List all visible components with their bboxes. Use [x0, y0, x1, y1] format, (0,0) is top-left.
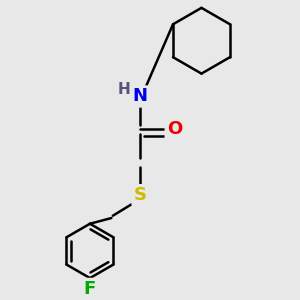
Text: N: N: [133, 88, 148, 106]
Text: O: O: [167, 120, 182, 138]
Text: H: H: [118, 82, 130, 97]
Text: F: F: [84, 280, 96, 298]
Text: S: S: [134, 186, 146, 204]
